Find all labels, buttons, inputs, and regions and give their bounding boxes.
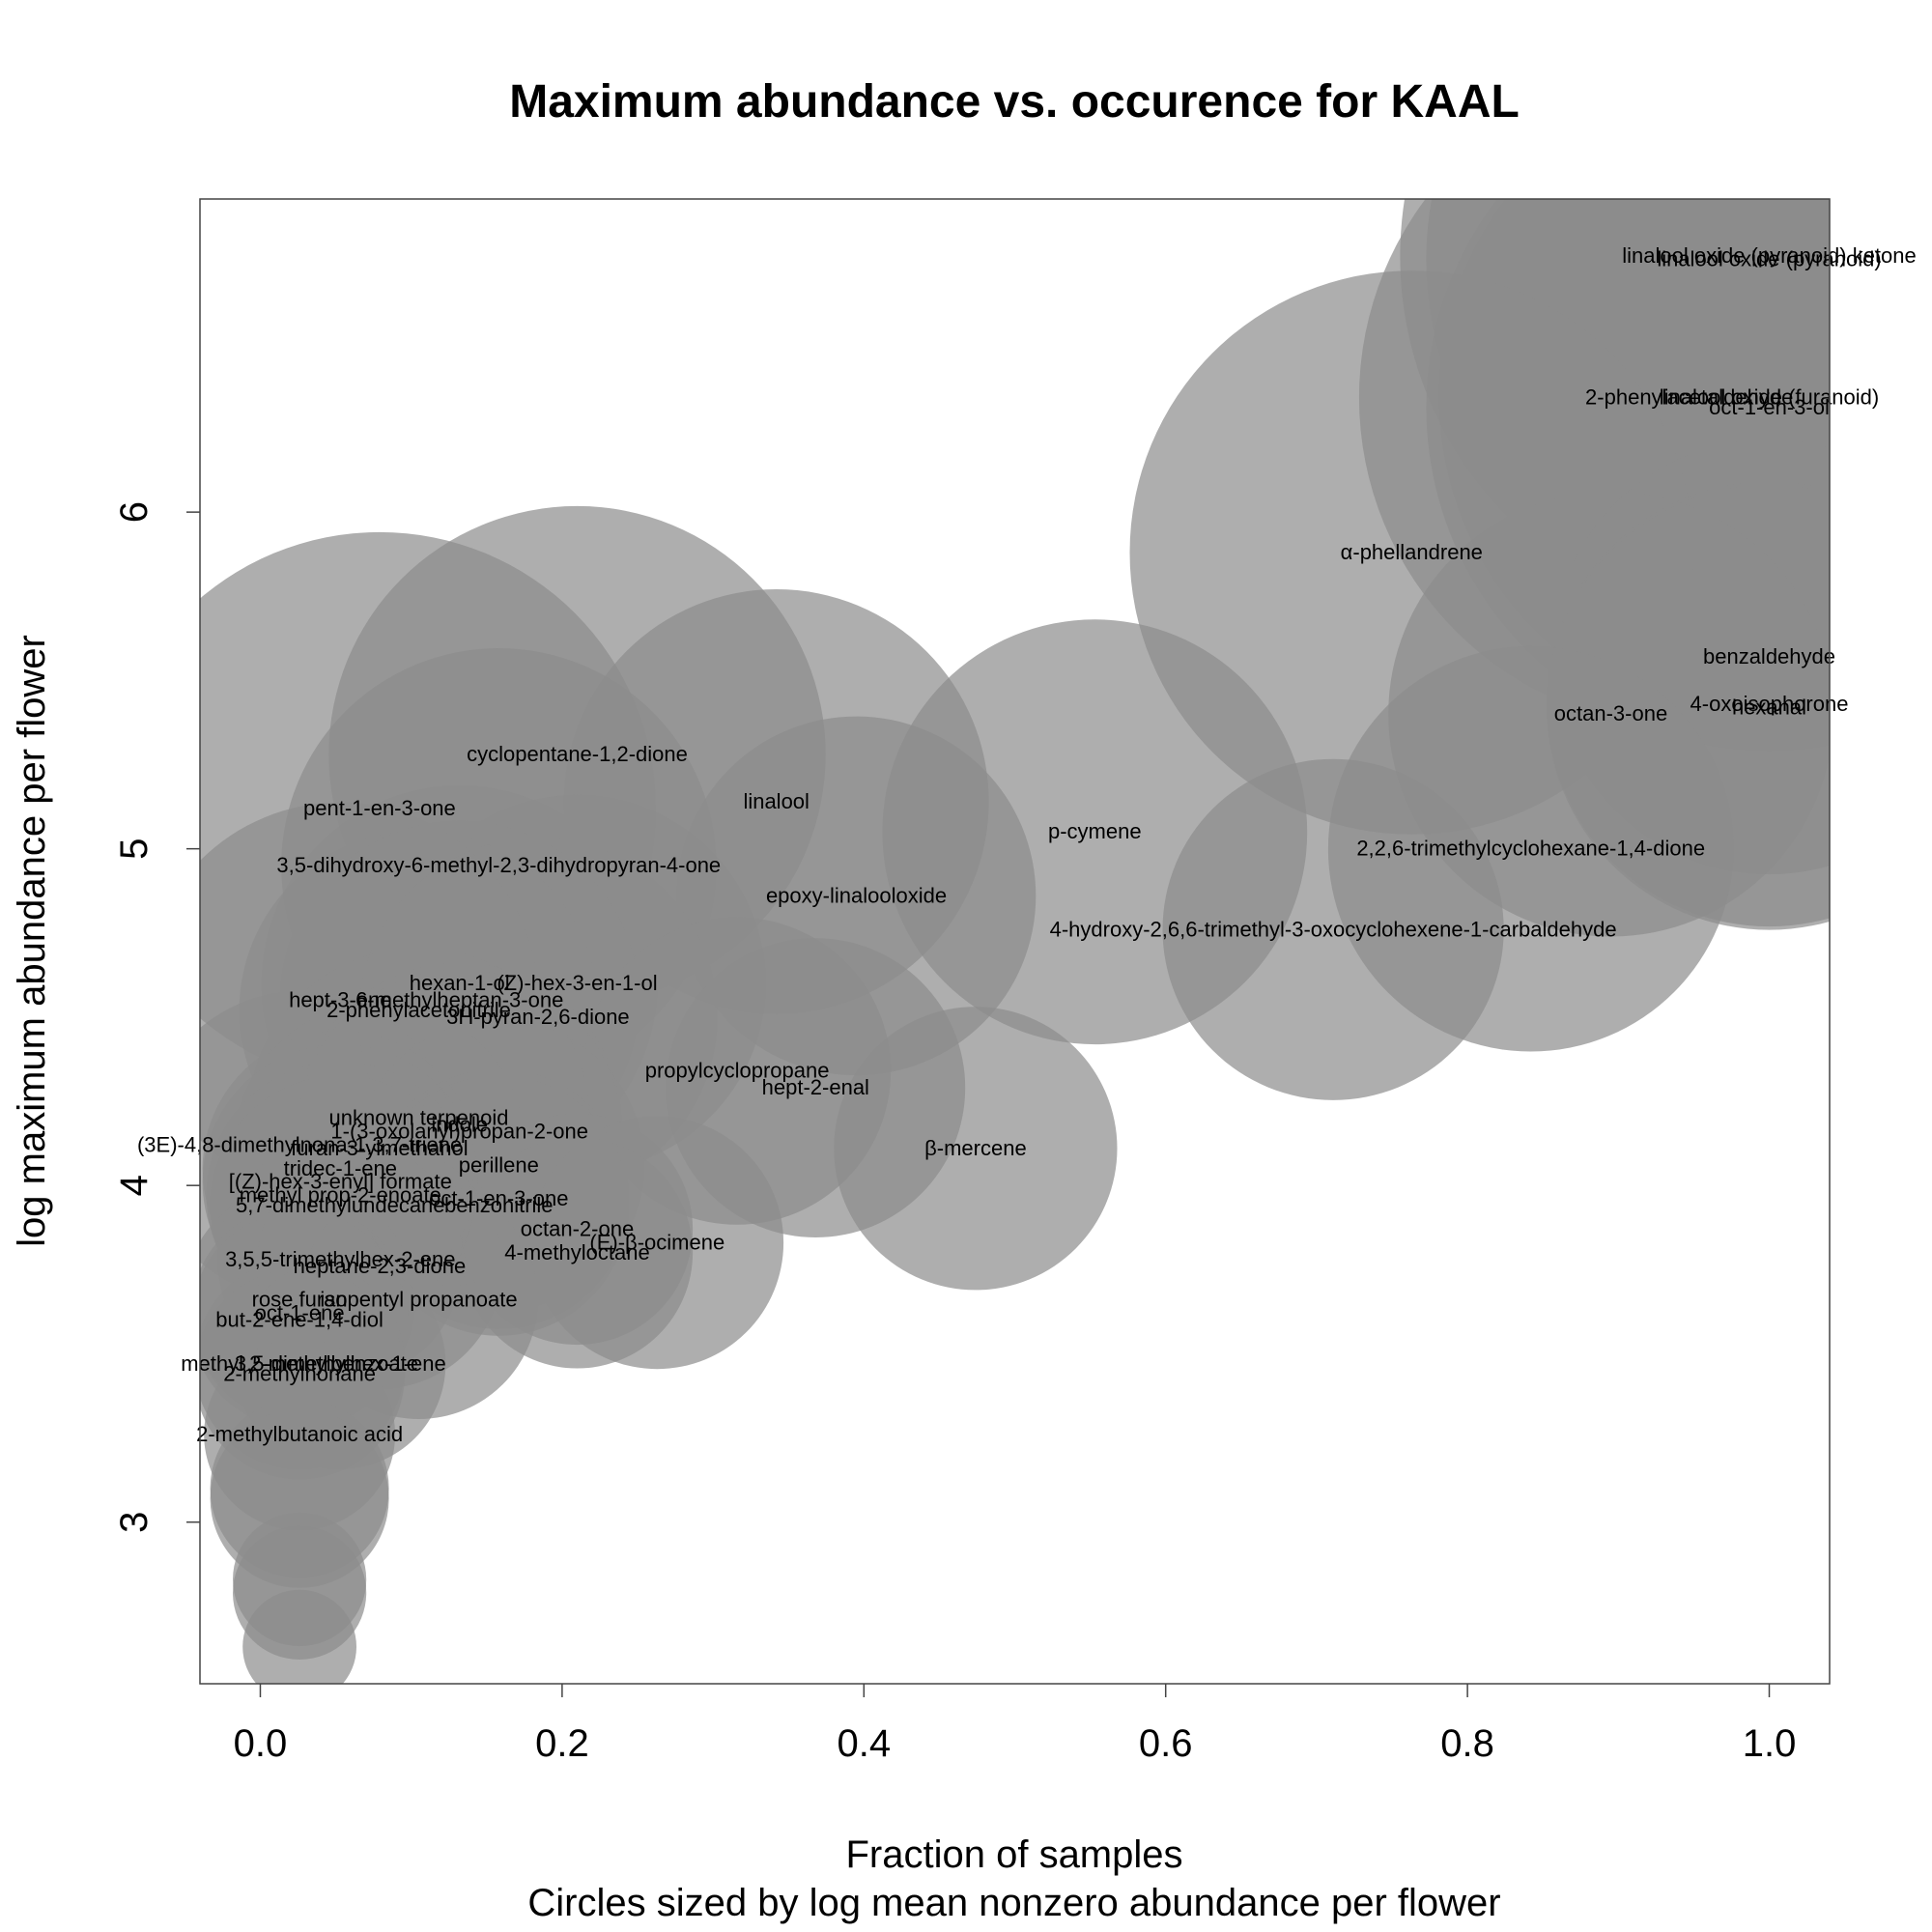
- plot-frame: [199, 198, 1831, 1685]
- point-label: but-2-ene-1,4-diol: [215, 1308, 384, 1332]
- y-tick-label: 4: [113, 1175, 156, 1196]
- point-label: 3,5-dimethylhex-1-ene: [235, 1351, 446, 1376]
- x-axis-sublabel: Circles sized by log mean nonzero abunda…: [527, 1882, 1500, 1924]
- x-tick-label: 0.8: [1440, 1722, 1494, 1765]
- point-label: 1-(3-oxolanyl)propan-2-one: [330, 1119, 588, 1143]
- x-tick-label: 0.6: [1139, 1722, 1193, 1765]
- x-tick-label: 0.0: [234, 1722, 288, 1765]
- bubble-point: [242, 1589, 356, 1684]
- point-label: linalool oxide (pyranoid) ketone: [1622, 243, 1917, 268]
- point-label: methyl prop-2-enoate: [240, 1183, 441, 1208]
- point-label: benzaldehyde: [1703, 644, 1835, 668]
- point-label: epoxy-linalooloxide: [766, 883, 947, 907]
- point-label: hept-2-enal: [762, 1075, 869, 1099]
- point-label: (E)-β-ocimene: [589, 1230, 724, 1254]
- point-label: linalool: [743, 789, 810, 813]
- point-label: propylcyclopropane: [645, 1059, 830, 1083]
- y-axis-label: log maximum abundance per flower: [11, 635, 53, 1247]
- point-label: pent-1-en-3-one: [303, 796, 456, 820]
- point-label: linalool oxide (pyranoid): [1657, 247, 1881, 271]
- bubble-point: [1162, 758, 1504, 1100]
- point-label: 4-hydroxy-2,6,6-trimethyl-3-oxocyclohexe…: [1050, 917, 1617, 941]
- x-axis: 0.0 0.2 0.4 0.6 0.8 1.0: [234, 1684, 1797, 1765]
- y-tick-label: 6: [113, 501, 156, 523]
- point-label: 2-phenylacetonitrile: [327, 998, 511, 1022]
- point-label: 2-phenylacetaldehyde: [1585, 385, 1793, 410]
- point-label: rose furan: [252, 1288, 348, 1312]
- point-label: 5,7-dimethylundecane: [236, 1193, 444, 1217]
- point-label: octan-2-one: [521, 1217, 634, 1241]
- point-label: 4-methyloctane: [504, 1240, 649, 1264]
- point-label: oct-1-ene: [255, 1301, 345, 1325]
- x-axis-label: Fraction of samples: [845, 1833, 1182, 1876]
- y-tick-label: 3: [113, 1512, 156, 1533]
- y-axis: 3 4 5 6: [113, 501, 200, 1533]
- y-tick-label: 5: [113, 838, 156, 860]
- point-label: oct-1-en-3-one: [429, 1186, 568, 1210]
- point-label: α-phellandrene: [1341, 540, 1483, 564]
- x-tick-label: 1.0: [1743, 1722, 1797, 1765]
- point-label: methyl 2-methylbenzoate: [181, 1351, 418, 1376]
- point-label: furan-3-ylmethanol: [291, 1136, 468, 1160]
- point-label: heptane-2,3-dione: [294, 1254, 467, 1278]
- point-label: cyclopentane-1,2-dione: [467, 742, 688, 766]
- point-label: 6-methylheptan-3-one: [355, 988, 563, 1012]
- point-label: unknown terpenoid: [329, 1106, 509, 1130]
- point-label: p-cymene: [1048, 819, 1142, 843]
- point-label: 2-methylnonane: [223, 1361, 376, 1385]
- point-label: oct-1-en-3-ol: [1709, 395, 1830, 419]
- point-label: 3,5-dihydroxy-6-methyl-2,3-dihydropyran-…: [276, 853, 721, 877]
- label-layer: linalool oxide (pyranoid) ketonelinalool…: [137, 243, 1917, 1446]
- x-tick-label: 0.4: [837, 1722, 891, 1765]
- bubble-layer: [200, 199, 1830, 1684]
- point-label: tridec-1-ene: [284, 1156, 397, 1180]
- bubble-point: [834, 1007, 1118, 1291]
- point-label: perillene: [459, 1152, 539, 1177]
- point-label: (3E)-4,8-dimethylnona-1,3,7-triene: [137, 1132, 462, 1156]
- point-label: 3,5,5-trimethylhex-2-ene: [225, 1247, 455, 1271]
- point-label: β-mercene: [924, 1136, 1027, 1160]
- x-tick-label: 0.2: [535, 1722, 589, 1765]
- point-label: indole: [431, 1112, 488, 1136]
- point-label: octan-3-one: [1554, 701, 1667, 725]
- point-label: isopentyl propanoate: [320, 1288, 517, 1312]
- point-label: (Z)-hex-3-en-1-ol: [497, 971, 657, 995]
- point-label: 4-oxoisophorone: [1690, 692, 1849, 716]
- point-label: [(Z)-hex-3-enyl] formate: [229, 1170, 452, 1194]
- point-label: linalool oxide (furanoid): [1660, 385, 1879, 410]
- point-label: 2,2,6-trimethylcyclohexane-1,4-dione: [1356, 837, 1705, 861]
- point-label: hept-3-ene: [289, 988, 391, 1012]
- chart-title: Maximum abundance vs. occurence for KAAL: [509, 76, 1520, 128]
- point-label: 2-methylbutanoic acid: [196, 1422, 403, 1446]
- point-label: 3H-pyran-2,6-dione: [446, 1005, 630, 1029]
- point-label: hexanal: [1732, 695, 1806, 719]
- point-label: benzonitrile: [444, 1193, 554, 1217]
- point-label: hexan-1-ol: [410, 971, 510, 995]
